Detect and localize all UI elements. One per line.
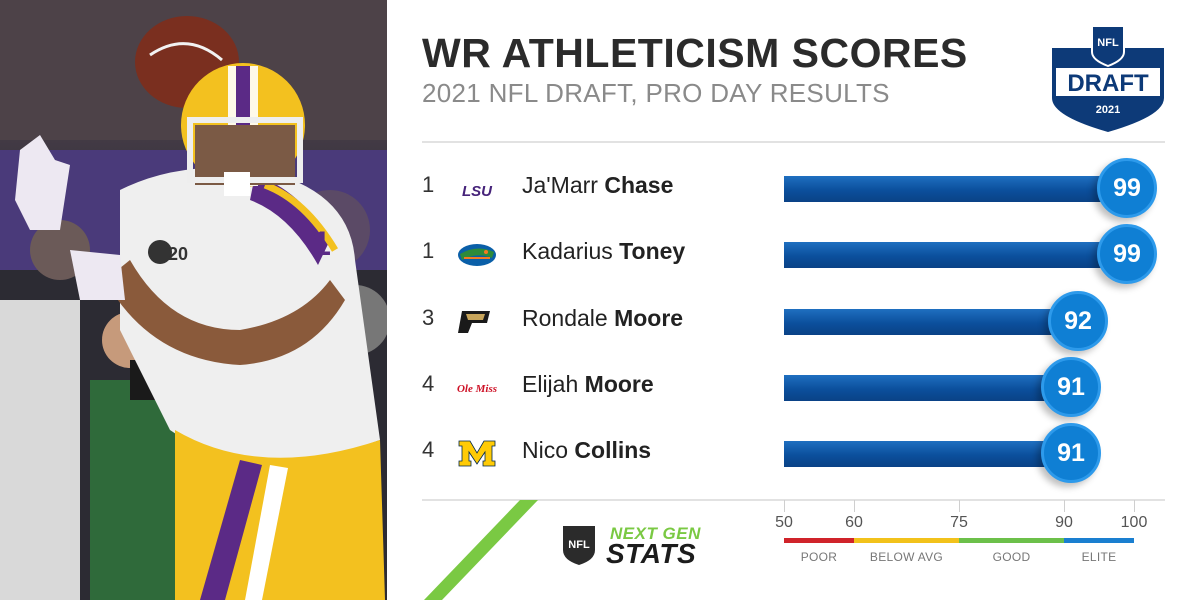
nfl-draft-2021-logo: NFL DRAFT 2021 bbox=[1052, 25, 1164, 132]
score-bubble: 91 bbox=[1041, 357, 1101, 417]
first-name: Nico bbox=[522, 437, 569, 463]
rank: 1 bbox=[422, 238, 435, 263]
left-glove bbox=[15, 135, 70, 230]
player-photo: 1 20 bbox=[0, 0, 387, 600]
scale-label-below-avg: BELOW AVG bbox=[869, 550, 944, 564]
scale-tick-label: 90 bbox=[1055, 514, 1073, 531]
score-bar bbox=[784, 375, 1071, 401]
ole-miss-logo-icon: Ole Miss bbox=[457, 383, 497, 395]
purdue-logo-icon: P bbox=[458, 311, 490, 333]
chart-subtitle: 2021 NFL DRAFT, PRO DAY RESULTS bbox=[422, 78, 890, 108]
player-row: 1 Kadarius Toney 99 bbox=[422, 224, 1182, 284]
rank: 4 bbox=[422, 437, 435, 462]
score-bar bbox=[784, 176, 1127, 202]
player-row: 3 P Rondale Moore 92 bbox=[422, 291, 1182, 351]
florida-gator-logo-icon bbox=[458, 244, 496, 266]
school-logo-text: Ole Miss bbox=[457, 383, 497, 395]
player-name: Kadarius Toney bbox=[522, 238, 685, 265]
shield-text: NFL bbox=[568, 539, 590, 551]
scale-tick bbox=[1134, 500, 1135, 512]
scale-label-elite: ELITE bbox=[1081, 550, 1117, 564]
score-bubble: 99 bbox=[1097, 224, 1157, 284]
draft-logo-year: 2021 bbox=[1096, 104, 1120, 116]
score-scale-legend: 50 60 75 90 100 POOR BELOW AVG GOOD ELIT… bbox=[0, 500, 1200, 600]
score-bubble: 92 bbox=[1048, 291, 1108, 351]
school-logo-text: LSU bbox=[462, 183, 493, 200]
player-row: 4 M Nico Collins 91 bbox=[422, 423, 1182, 483]
right-glove bbox=[70, 250, 125, 300]
first-name: Elijah bbox=[522, 371, 579, 397]
scale-segment-good bbox=[959, 538, 1064, 543]
scale-tick-label: 100 bbox=[1120, 514, 1148, 531]
scale-tick bbox=[959, 500, 960, 512]
player-name: Ja'Marr Chase bbox=[522, 172, 673, 199]
next-gen-stats-logo: NFL NEXT GEN STATS bbox=[560, 520, 700, 571]
last-name: Moore bbox=[614, 305, 684, 331]
last-name: Collins bbox=[574, 437, 652, 463]
scale-tick-label: 50 bbox=[775, 514, 793, 531]
scale-segment-elite bbox=[1064, 538, 1134, 543]
player-name: Nico Collins bbox=[522, 437, 651, 464]
score-bar bbox=[784, 441, 1071, 467]
school-logo-text: P bbox=[476, 320, 477, 322]
scale-tick bbox=[854, 500, 855, 512]
scale-segment-below-avg bbox=[854, 538, 959, 543]
header-divider bbox=[422, 141, 1165, 143]
chart-title: WR ATHLETICISM SCORES bbox=[422, 30, 968, 76]
rank: 4 bbox=[422, 371, 435, 396]
school-logo-text: M bbox=[477, 454, 478, 456]
score-bubble: 99 bbox=[1097, 158, 1157, 218]
rank: 3 bbox=[422, 305, 435, 330]
scale-tick bbox=[784, 500, 785, 512]
draft-logo-nfl: NFL bbox=[1097, 37, 1119, 49]
scale-tick-label: 75 bbox=[950, 514, 968, 531]
jersey-number: 1 bbox=[312, 225, 331, 263]
rank: 1 bbox=[422, 172, 435, 197]
last-name: Chase bbox=[604, 172, 674, 198]
player-name: Elijah Moore bbox=[522, 371, 654, 398]
player-row: 1 LSU Ja'Marr Chase 99 bbox=[422, 158, 1182, 218]
last-name: Toney bbox=[619, 238, 686, 264]
lsu-logo-icon: LSU bbox=[462, 183, 493, 200]
scale-tick-label: 60 bbox=[845, 514, 863, 531]
michigan-logo-icon: M bbox=[458, 440, 496, 467]
scale-tick bbox=[1064, 500, 1065, 512]
score-bar bbox=[784, 242, 1127, 268]
first-name: Kadarius bbox=[522, 238, 613, 264]
nfl-shield-icon: NFL bbox=[563, 526, 595, 565]
last-name: Moore bbox=[584, 371, 654, 397]
footer-divider bbox=[422, 499, 1165, 501]
scale-label-poor: POOR bbox=[800, 550, 838, 564]
first-name: Ja'Marr bbox=[522, 172, 598, 198]
score-bubble: 91 bbox=[1041, 423, 1101, 483]
scale-segment-poor bbox=[784, 538, 854, 543]
scale-label-good: GOOD bbox=[992, 550, 1031, 564]
green-accent-stripe bbox=[424, 500, 538, 600]
draft-logo-word: DRAFT bbox=[1067, 70, 1149, 97]
player-row: 4 Ole Miss Elijah Moore 91 bbox=[422, 357, 1182, 417]
player-name: Rondale Moore bbox=[522, 305, 683, 332]
score-bar bbox=[784, 309, 1078, 335]
brand-line1: NEXT GEN bbox=[610, 524, 701, 543]
player-illustration: 1 20 bbox=[0, 0, 387, 600]
brand-line2: STATS bbox=[606, 538, 697, 569]
jersey-patch: 20 bbox=[168, 244, 188, 264]
first-name: Rondale bbox=[522, 305, 608, 331]
